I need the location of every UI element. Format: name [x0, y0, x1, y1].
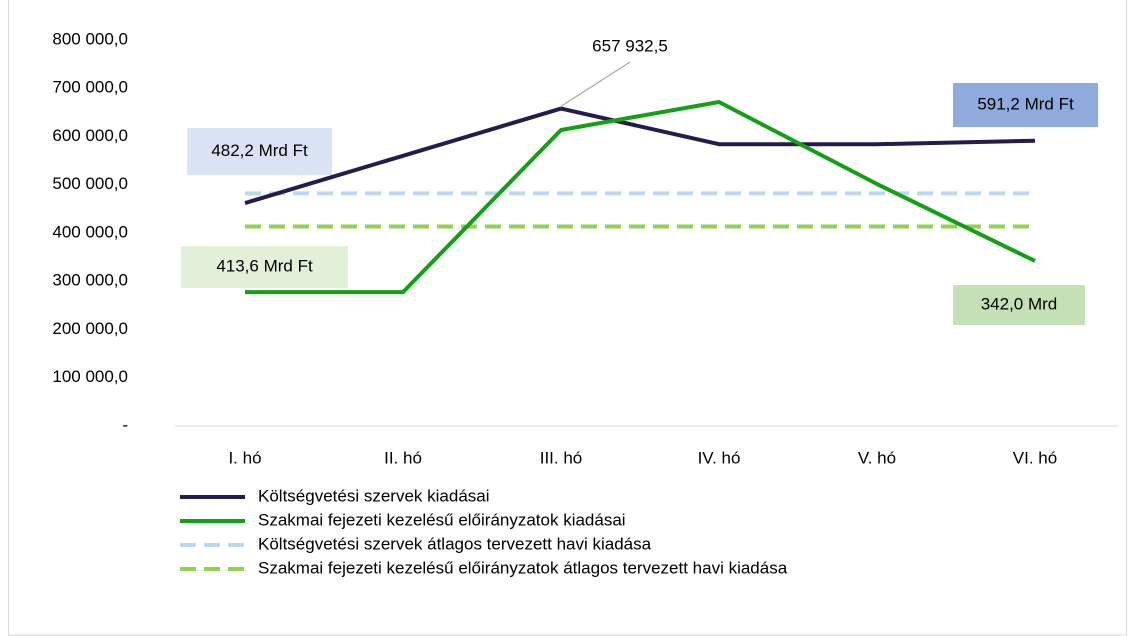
series-line — [244, 106, 1036, 206]
annotation-box — [187, 128, 332, 175]
legend-label: Szakmai fejezeti kezelésű előirányzatok … — [258, 558, 788, 577]
y-tick-label: 600 000,0 — [52, 126, 128, 145]
annotation: 657 932,5 — [592, 36, 668, 55]
y-tick-label: 100 000,0 — [52, 367, 128, 386]
legend-label: Költségvetési szervek kiadásai — [258, 486, 490, 505]
annotation-box — [953, 83, 1098, 127]
x-tick-label: II. hó — [384, 448, 422, 467]
x-tick-label: VI. hó — [1013, 448, 1057, 467]
annotation-box — [181, 246, 348, 288]
leader-line — [559, 61, 631, 108]
annotation: 413,6 Mrd Ft — [216, 256, 313, 275]
legend-label: Szakmai fejezeti kezelésű előirányzatok … — [258, 510, 626, 529]
y-tick-label: 200 000,0 — [52, 319, 128, 338]
annotation: 342,0 Mrd — [981, 294, 1058, 313]
annotation-box — [953, 285, 1085, 325]
y-tick-label: 300 000,0 — [52, 271, 128, 290]
x-tick-label: IV. hó — [698, 448, 741, 467]
y-tick-label: 400 000,0 — [52, 222, 128, 241]
y-tick-label: - — [122, 415, 128, 434]
annotation: 482,2 Mrd Ft — [211, 141, 308, 160]
y-tick-label: 700 000,0 — [52, 78, 128, 97]
y-tick-label: 800 000,0 — [52, 29, 128, 48]
y-tick-label: 500 000,0 — [52, 174, 128, 193]
x-tick-label: I. hó — [228, 448, 261, 467]
x-tick-label: V. hó — [858, 448, 896, 467]
series-line — [245, 100, 1036, 295]
annotation: 591,2 Mrd Ft — [977, 94, 1074, 113]
legend-label: Költségvetési szervek átlagos tervezett … — [258, 534, 652, 553]
x-tick-label: III. hó — [540, 448, 583, 467]
chart-frame — [8, 0, 1127, 636]
